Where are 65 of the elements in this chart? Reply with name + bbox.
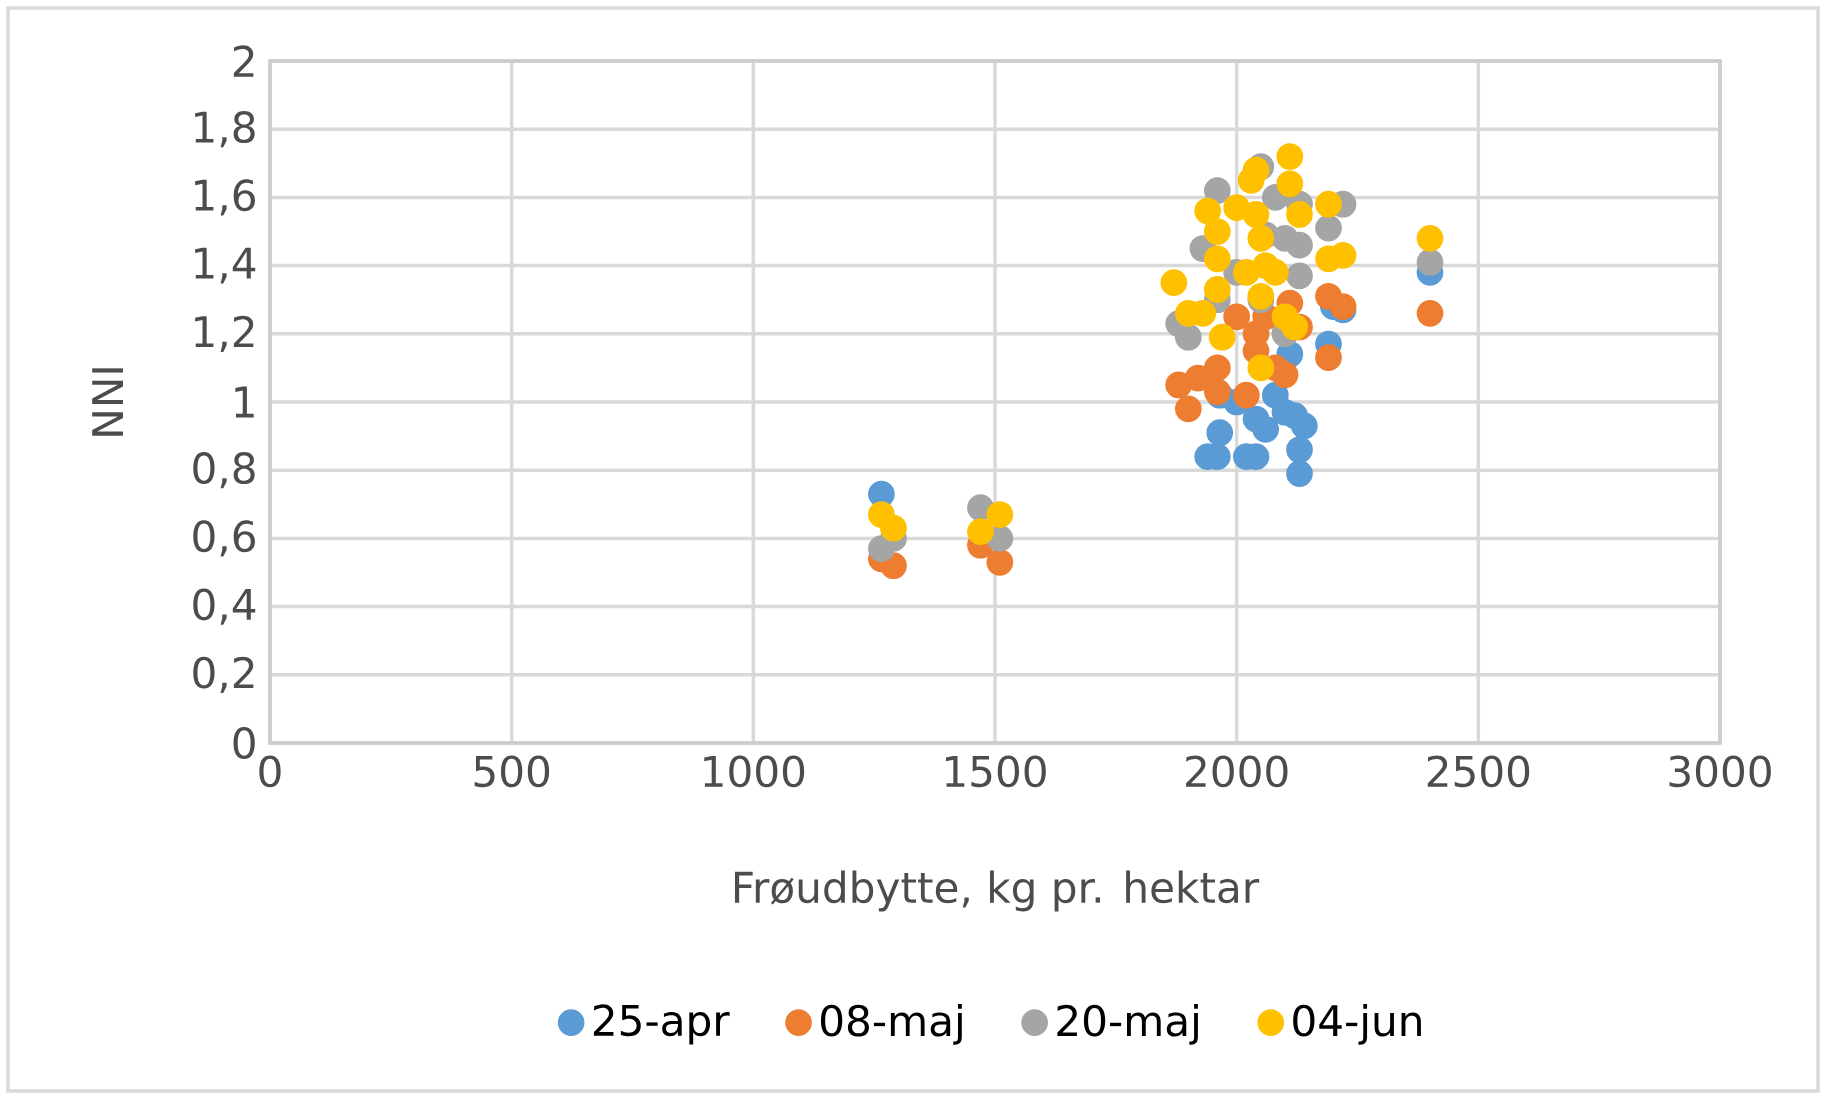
point bbox=[1286, 436, 1313, 464]
point bbox=[1160, 269, 1188, 297]
point bbox=[1247, 354, 1275, 382]
point bbox=[1416, 299, 1444, 327]
point bbox=[1203, 218, 1231, 245]
point bbox=[1223, 303, 1251, 331]
point bbox=[1290, 412, 1318, 440]
point bbox=[1203, 354, 1231, 382]
y-tick-label: 0 bbox=[233, 727, 255, 759]
point bbox=[1203, 245, 1231, 273]
y-tick-label: 0,6 bbox=[193, 520, 255, 557]
point bbox=[1281, 313, 1309, 341]
point bbox=[1208, 323, 1236, 351]
point bbox=[1286, 231, 1313, 259]
x-tick-label: 2500 bbox=[1427, 755, 1530, 788]
point bbox=[967, 518, 994, 545]
x-axis-title: Frøudbytte, kg pr. hektar bbox=[734, 870, 1260, 912]
point bbox=[1261, 259, 1289, 286]
point bbox=[1242, 201, 1270, 228]
point bbox=[1194, 197, 1222, 225]
y-axis-title: NNI bbox=[92, 368, 123, 436]
y-tick-label: 1,4 bbox=[195, 247, 256, 284]
point bbox=[1329, 293, 1357, 320]
point bbox=[1174, 395, 1202, 423]
x-tick-label: 500 bbox=[474, 755, 550, 788]
point bbox=[1232, 381, 1260, 409]
point bbox=[1174, 323, 1202, 351]
point bbox=[880, 514, 907, 542]
legend-label: 20-maj bbox=[1057, 1003, 1198, 1045]
x-tick-label: 2000 bbox=[1186, 755, 1288, 788]
y-tick-label: 2 bbox=[233, 45, 254, 77]
y-tick-label: 0,2 bbox=[193, 656, 254, 693]
point bbox=[1252, 415, 1280, 443]
point bbox=[1206, 419, 1234, 447]
legend-label: 08-maj bbox=[820, 1003, 962, 1045]
point bbox=[1286, 201, 1313, 228]
legend-label: 04-jun bbox=[1293, 1003, 1421, 1045]
point bbox=[1416, 248, 1444, 276]
point bbox=[1416, 224, 1444, 252]
x-tick-label: 1500 bbox=[945, 755, 1046, 788]
legend-label: 25-apr bbox=[593, 1004, 730, 1045]
y-tick-label: 0,8 bbox=[193, 452, 255, 489]
x-tick-label: 0 bbox=[259, 755, 281, 788]
point bbox=[986, 501, 1014, 528]
y-tick-label: 1,6 bbox=[195, 179, 255, 216]
point bbox=[1286, 460, 1313, 487]
point bbox=[1247, 224, 1275, 252]
point bbox=[1242, 156, 1270, 184]
point bbox=[1271, 361, 1299, 389]
y-tick-label: 0,4 bbox=[193, 588, 256, 625]
y-tick-label: 1 bbox=[235, 386, 254, 418]
point bbox=[986, 548, 1014, 576]
point bbox=[1203, 276, 1231, 303]
y-tick-label: 1,2 bbox=[195, 315, 254, 352]
point bbox=[1247, 282, 1275, 310]
y-tick-label: 1,8 bbox=[195, 111, 255, 148]
point bbox=[1315, 214, 1342, 242]
point bbox=[1286, 262, 1313, 290]
point bbox=[1276, 170, 1304, 198]
point bbox=[1315, 344, 1342, 372]
point bbox=[1276, 143, 1304, 170]
point bbox=[1203, 177, 1231, 204]
x-tick-label: 3000 bbox=[1669, 755, 1771, 788]
x-tick-label: 1000 bbox=[704, 755, 805, 788]
point bbox=[1315, 190, 1342, 218]
